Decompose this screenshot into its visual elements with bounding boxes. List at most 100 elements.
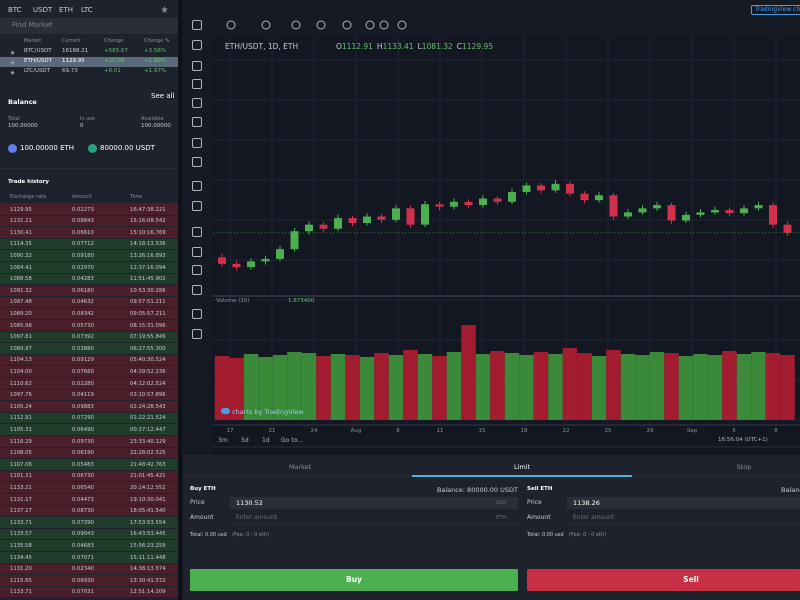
price-input[interactable] [567,497,800,509]
volume-bar [548,354,563,420]
toolbar-icon[interactable] [365,20,375,30]
tool-icon[interactable] [192,40,202,50]
time-axis-label: 15 [478,428,486,434]
trade-cell: 1105.31 [10,426,32,433]
trade-cell: 0.05730 [72,322,94,329]
timeframe-button[interactable]: 3m [218,437,228,444]
tool-icon[interactable] [192,138,202,148]
candle-body [435,204,444,207]
selected-row-bg [0,57,178,67]
market-cell[interactable]: +1.80% [144,58,167,64]
candle-body [653,205,661,209]
trade-cell: 0.04119 [72,392,94,399]
tool-icon[interactable] [192,98,202,108]
volume-bar [287,352,302,420]
tool-icon[interactable] [192,247,202,257]
tool-icon[interactable] [192,117,202,127]
order-tab[interactable]: Stop [736,463,752,471]
price-input[interactable] [230,497,518,509]
tool-icon[interactable] [192,227,202,237]
time-axis-label: 5 [732,428,736,434]
tool-icon[interactable] [192,201,202,211]
market-tab[interactable]: USDT [33,6,53,14]
volume-bar [272,355,288,420]
sell-button[interactable] [527,569,800,591]
candle-body [595,195,603,201]
trade-row [0,250,178,262]
tool-icon[interactable] [192,61,202,71]
trade-row [0,296,178,309]
favorite-star[interactable] [161,6,168,13]
toolbar-icon[interactable] [226,20,236,30]
row-star[interactable] [10,50,15,55]
market-cell[interactable]: +565.67 [104,48,128,54]
trade-cell: 0.09180 [72,252,94,259]
trade-cell: 0.04473 [72,496,94,503]
candle-body [740,208,748,214]
trade-cell: 1135.58 [10,542,32,549]
toolbar-icon[interactable] [316,20,326,30]
tool-icon[interactable] [192,285,202,295]
market-tab[interactable]: LTC [81,6,93,14]
balance-value: 0 [80,123,84,129]
trade-cell: 1104.13 [10,357,32,364]
tool-icon[interactable] [192,157,202,167]
volume-bar [243,354,259,420]
market-cell[interactable]: 1129.95 [62,58,85,64]
market-tab[interactable]: ETH [59,6,73,14]
tool-icon[interactable] [192,79,202,89]
market-tab[interactable]: BTC [8,6,22,14]
tool-icon[interactable] [192,181,202,191]
toolbar-icon[interactable] [291,20,301,30]
tool-icon[interactable] [192,309,202,319]
trade-cell: 14:38:13.574 [130,566,166,573]
trade-cell: 1110.62 [10,380,32,387]
tradingview-badge[interactable]: TradingView chart [751,5,800,15]
top-toolbar [213,0,800,35]
toolbar-icon[interactable] [261,20,271,30]
volume-bar [388,355,404,420]
clock: 16:56:04 (UTC+1) [718,437,768,443]
volume-bar [635,355,650,420]
market-cell[interactable]: 69.73 [62,68,78,74]
trade-cell: 1129.95 [10,206,32,213]
trade-header: Amount [72,194,92,200]
market-cell[interactable]: BTC/USDT [24,48,52,54]
toolbar-icon[interactable] [379,20,389,30]
trade-cell: 02:24:28.543 [130,403,166,410]
market-cell[interactable]: +3.56% [144,48,167,54]
tool-icon[interactable] [192,329,202,339]
sell-button-label[interactable]: Sell [683,575,699,584]
trade-cell: 0.06730 [72,473,94,480]
tool-icon[interactable] [192,20,202,30]
candle-body [363,216,371,224]
market-cell[interactable]: ETH/USDT [24,58,52,64]
timeframe-button[interactable]: 1d [262,437,270,444]
volume-bar [577,353,592,420]
candle-body [319,224,328,229]
market-cell[interactable]: 16188.21 [62,48,89,54]
amount-input[interactable] [230,512,518,525]
row-star[interactable] [10,60,15,65]
market-cell[interactable]: +20.09 [104,58,125,64]
buy-button-label[interactable]: Buy [346,575,362,584]
timeframe-button[interactable]: 5d [241,437,249,444]
market-cell[interactable]: +0.01 [104,68,121,74]
trade-cell: 0.04683 [72,542,94,549]
ohlc-legend: O 1112.91 H 1133.41 L 1081.32 C 1129.95 [336,43,497,51]
ohlc-label: H [376,42,383,51]
timeframe-button[interactable]: Go to... [281,437,303,444]
row-star[interactable] [10,70,15,75]
order-tab[interactable]: Market [288,463,312,471]
see-all-link[interactable]: See all [151,92,175,100]
market-cell[interactable]: +1.97% [144,68,167,74]
market-cell[interactable]: LTC/USDT [24,68,51,74]
toolbar-icon[interactable] [397,20,407,30]
amount-input[interactable] [567,512,800,525]
tool-icon[interactable] [192,265,202,275]
toolbar-icon[interactable] [342,20,352,30]
market-search[interactable] [0,18,178,34]
order-tab[interactable]: Limit [513,463,531,471]
buy-button[interactable] [190,569,518,591]
volume-bar [214,356,230,420]
